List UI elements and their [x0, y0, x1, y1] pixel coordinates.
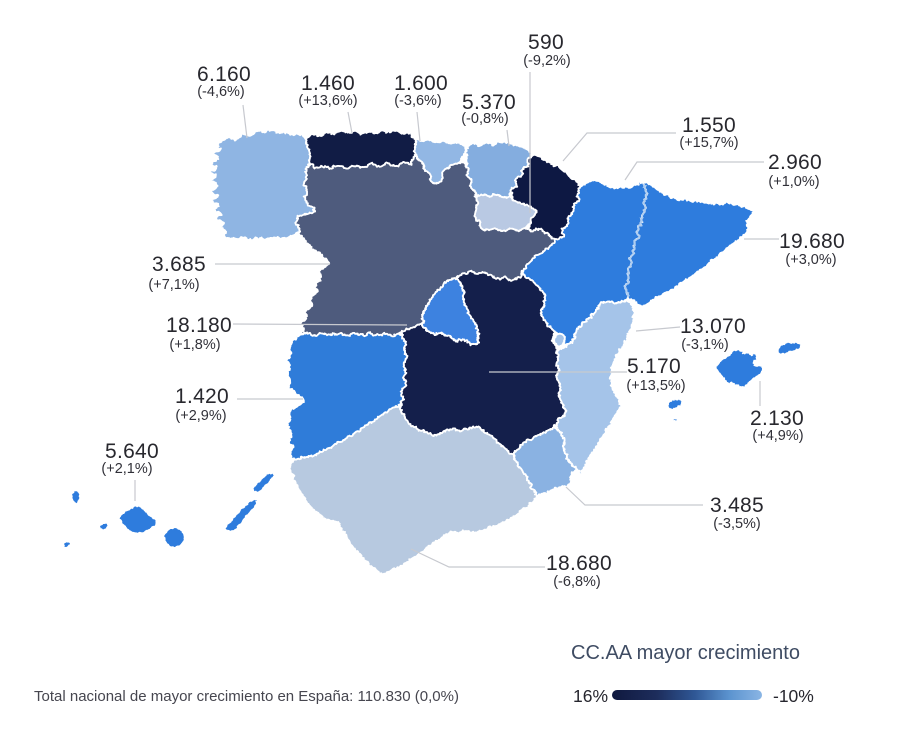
svg-text:Total nacional de mayor crecim: Total nacional de mayor crecimiento en E… [34, 688, 459, 705]
svg-text:18.180: 18.180 [166, 314, 232, 337]
svg-text:(+4,9%): (+4,9%) [752, 428, 803, 444]
svg-text:(+1,0%): (+1,0%) [768, 174, 819, 190]
svg-text:-10%: -10% [773, 686, 814, 706]
svg-text:(-6,8%): (-6,8%) [553, 574, 601, 590]
svg-text:(-3,1%): (-3,1%) [681, 337, 729, 353]
svg-text:(+2,9%): (+2,9%) [175, 408, 226, 424]
svg-text:(+7,1%): (+7,1%) [148, 277, 199, 293]
svg-text:1.420: 1.420 [175, 385, 229, 408]
svg-text:(+13,5%): (+13,5%) [626, 378, 685, 394]
svg-text:(+2,1%): (+2,1%) [101, 461, 152, 477]
svg-text:5.170: 5.170 [627, 355, 681, 378]
svg-text:2.130: 2.130 [750, 407, 804, 430]
svg-text:19.680: 19.680 [779, 230, 845, 253]
svg-text:13.070: 13.070 [680, 315, 746, 338]
svg-text:2.960: 2.960 [768, 151, 822, 174]
svg-text:16%: 16% [573, 686, 608, 706]
svg-text:1.600: 1.600 [394, 72, 448, 95]
svg-text:1.460: 1.460 [301, 72, 355, 95]
svg-text:(-0,8%): (-0,8%) [461, 111, 509, 127]
svg-text:(+15,7%): (+15,7%) [679, 135, 738, 151]
svg-text:(-9,2%): (-9,2%) [523, 53, 571, 69]
svg-text:(-3,6%): (-3,6%) [394, 93, 442, 109]
svg-text:(-4,6%): (-4,6%) [197, 84, 245, 100]
svg-text:1.550: 1.550 [682, 114, 736, 137]
svg-text:6.160: 6.160 [197, 63, 251, 86]
svg-text:5.640: 5.640 [105, 440, 159, 463]
svg-text:(+3,0%): (+3,0%) [785, 252, 836, 268]
svg-text:3.485: 3.485 [710, 494, 764, 517]
svg-text:590: 590 [528, 31, 564, 54]
svg-text:5.370: 5.370 [462, 91, 516, 114]
svg-text:CC.AA mayor crecimiento: CC.AA mayor crecimiento [571, 642, 800, 664]
svg-text:(+13,6%): (+13,6%) [298, 93, 357, 109]
svg-text:(+1,8%): (+1,8%) [169, 337, 220, 353]
svg-text:3.685: 3.685 [152, 253, 206, 276]
svg-text:(-3,5%): (-3,5%) [713, 516, 761, 532]
svg-text:18.680: 18.680 [546, 552, 612, 575]
